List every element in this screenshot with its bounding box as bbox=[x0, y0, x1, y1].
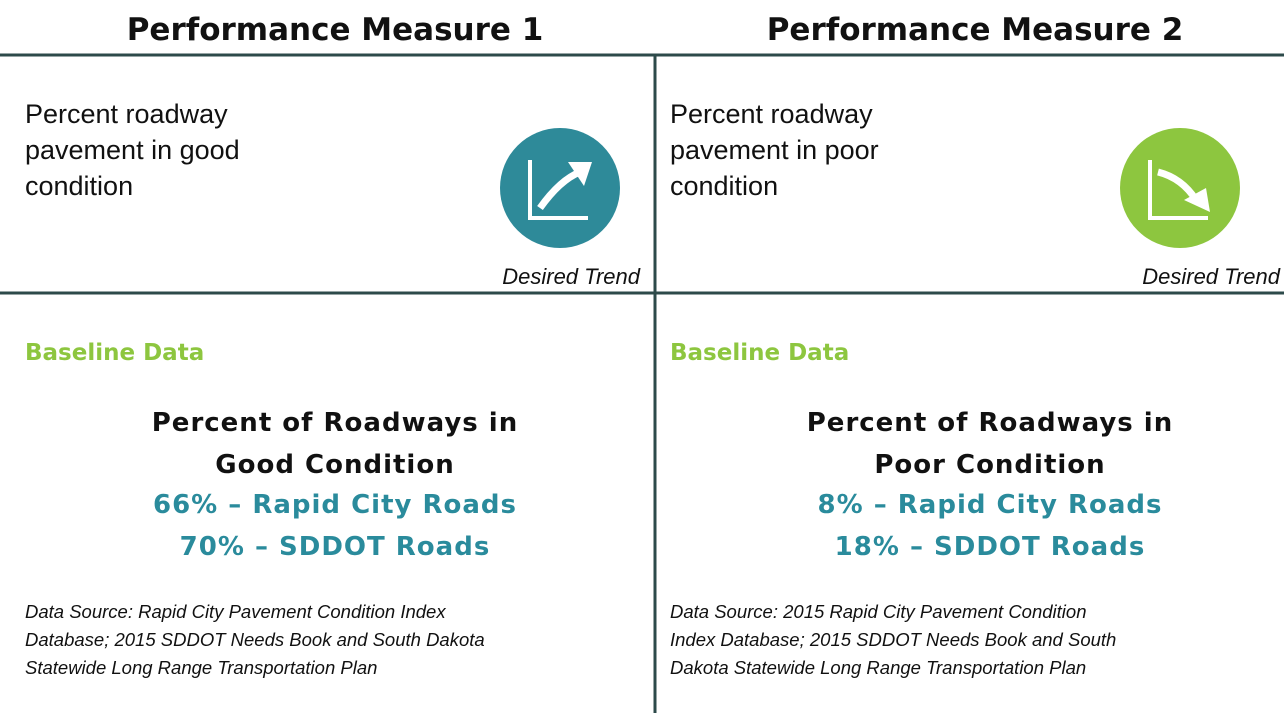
data-source-line: Database; 2015 SDDOT Needs Book and Sout… bbox=[25, 629, 485, 650]
panel-title: Performance Measure 2 bbox=[766, 12, 1184, 48]
baseline-heading: Percent of Roadways in bbox=[806, 408, 1174, 438]
trend-label: Desired Trend bbox=[1142, 264, 1280, 289]
description-line: condition bbox=[670, 171, 779, 201]
data-source-line: Statewide Long Range Transportation Plan bbox=[25, 657, 378, 678]
trend-label: Desired Trend bbox=[502, 264, 640, 289]
data-source-line: Index Database; 2015 SDDOT Needs Book an… bbox=[670, 629, 1117, 650]
baseline-label: Baseline Data bbox=[25, 340, 205, 366]
description-line: Percent roadway bbox=[670, 99, 873, 129]
data-source-line: Dakota Statewide Long Range Transportati… bbox=[670, 657, 1087, 678]
baseline-heading: Poor Condition bbox=[874, 450, 1106, 480]
data-source-line: Data Source: 2015 Rapid City Pavement Co… bbox=[670, 601, 1087, 622]
data-source-line: Data Source: Rapid City Pavement Conditi… bbox=[25, 601, 446, 622]
baseline-figure: 8% – Rapid City Roads bbox=[817, 490, 1163, 520]
baseline-heading: Percent of Roadways in bbox=[151, 408, 519, 438]
description-line: pavement in good bbox=[25, 135, 240, 165]
panel-title: Performance Measure 1 bbox=[126, 12, 544, 48]
baseline-heading: Good Condition bbox=[215, 450, 455, 480]
trend-up-icon bbox=[500, 128, 620, 248]
baseline-figure: 66% – Rapid City Roads bbox=[152, 490, 518, 520]
trend-down-icon bbox=[1120, 128, 1240, 248]
description-line: condition bbox=[25, 171, 134, 201]
baseline-figure: 70% – SDDOT Roads bbox=[179, 532, 491, 562]
baseline-label: Baseline Data bbox=[670, 340, 850, 366]
baseline-figure: 18% – SDDOT Roads bbox=[834, 532, 1146, 562]
description-line: Percent roadway bbox=[25, 99, 228, 129]
description-line: pavement in poor bbox=[670, 135, 879, 165]
